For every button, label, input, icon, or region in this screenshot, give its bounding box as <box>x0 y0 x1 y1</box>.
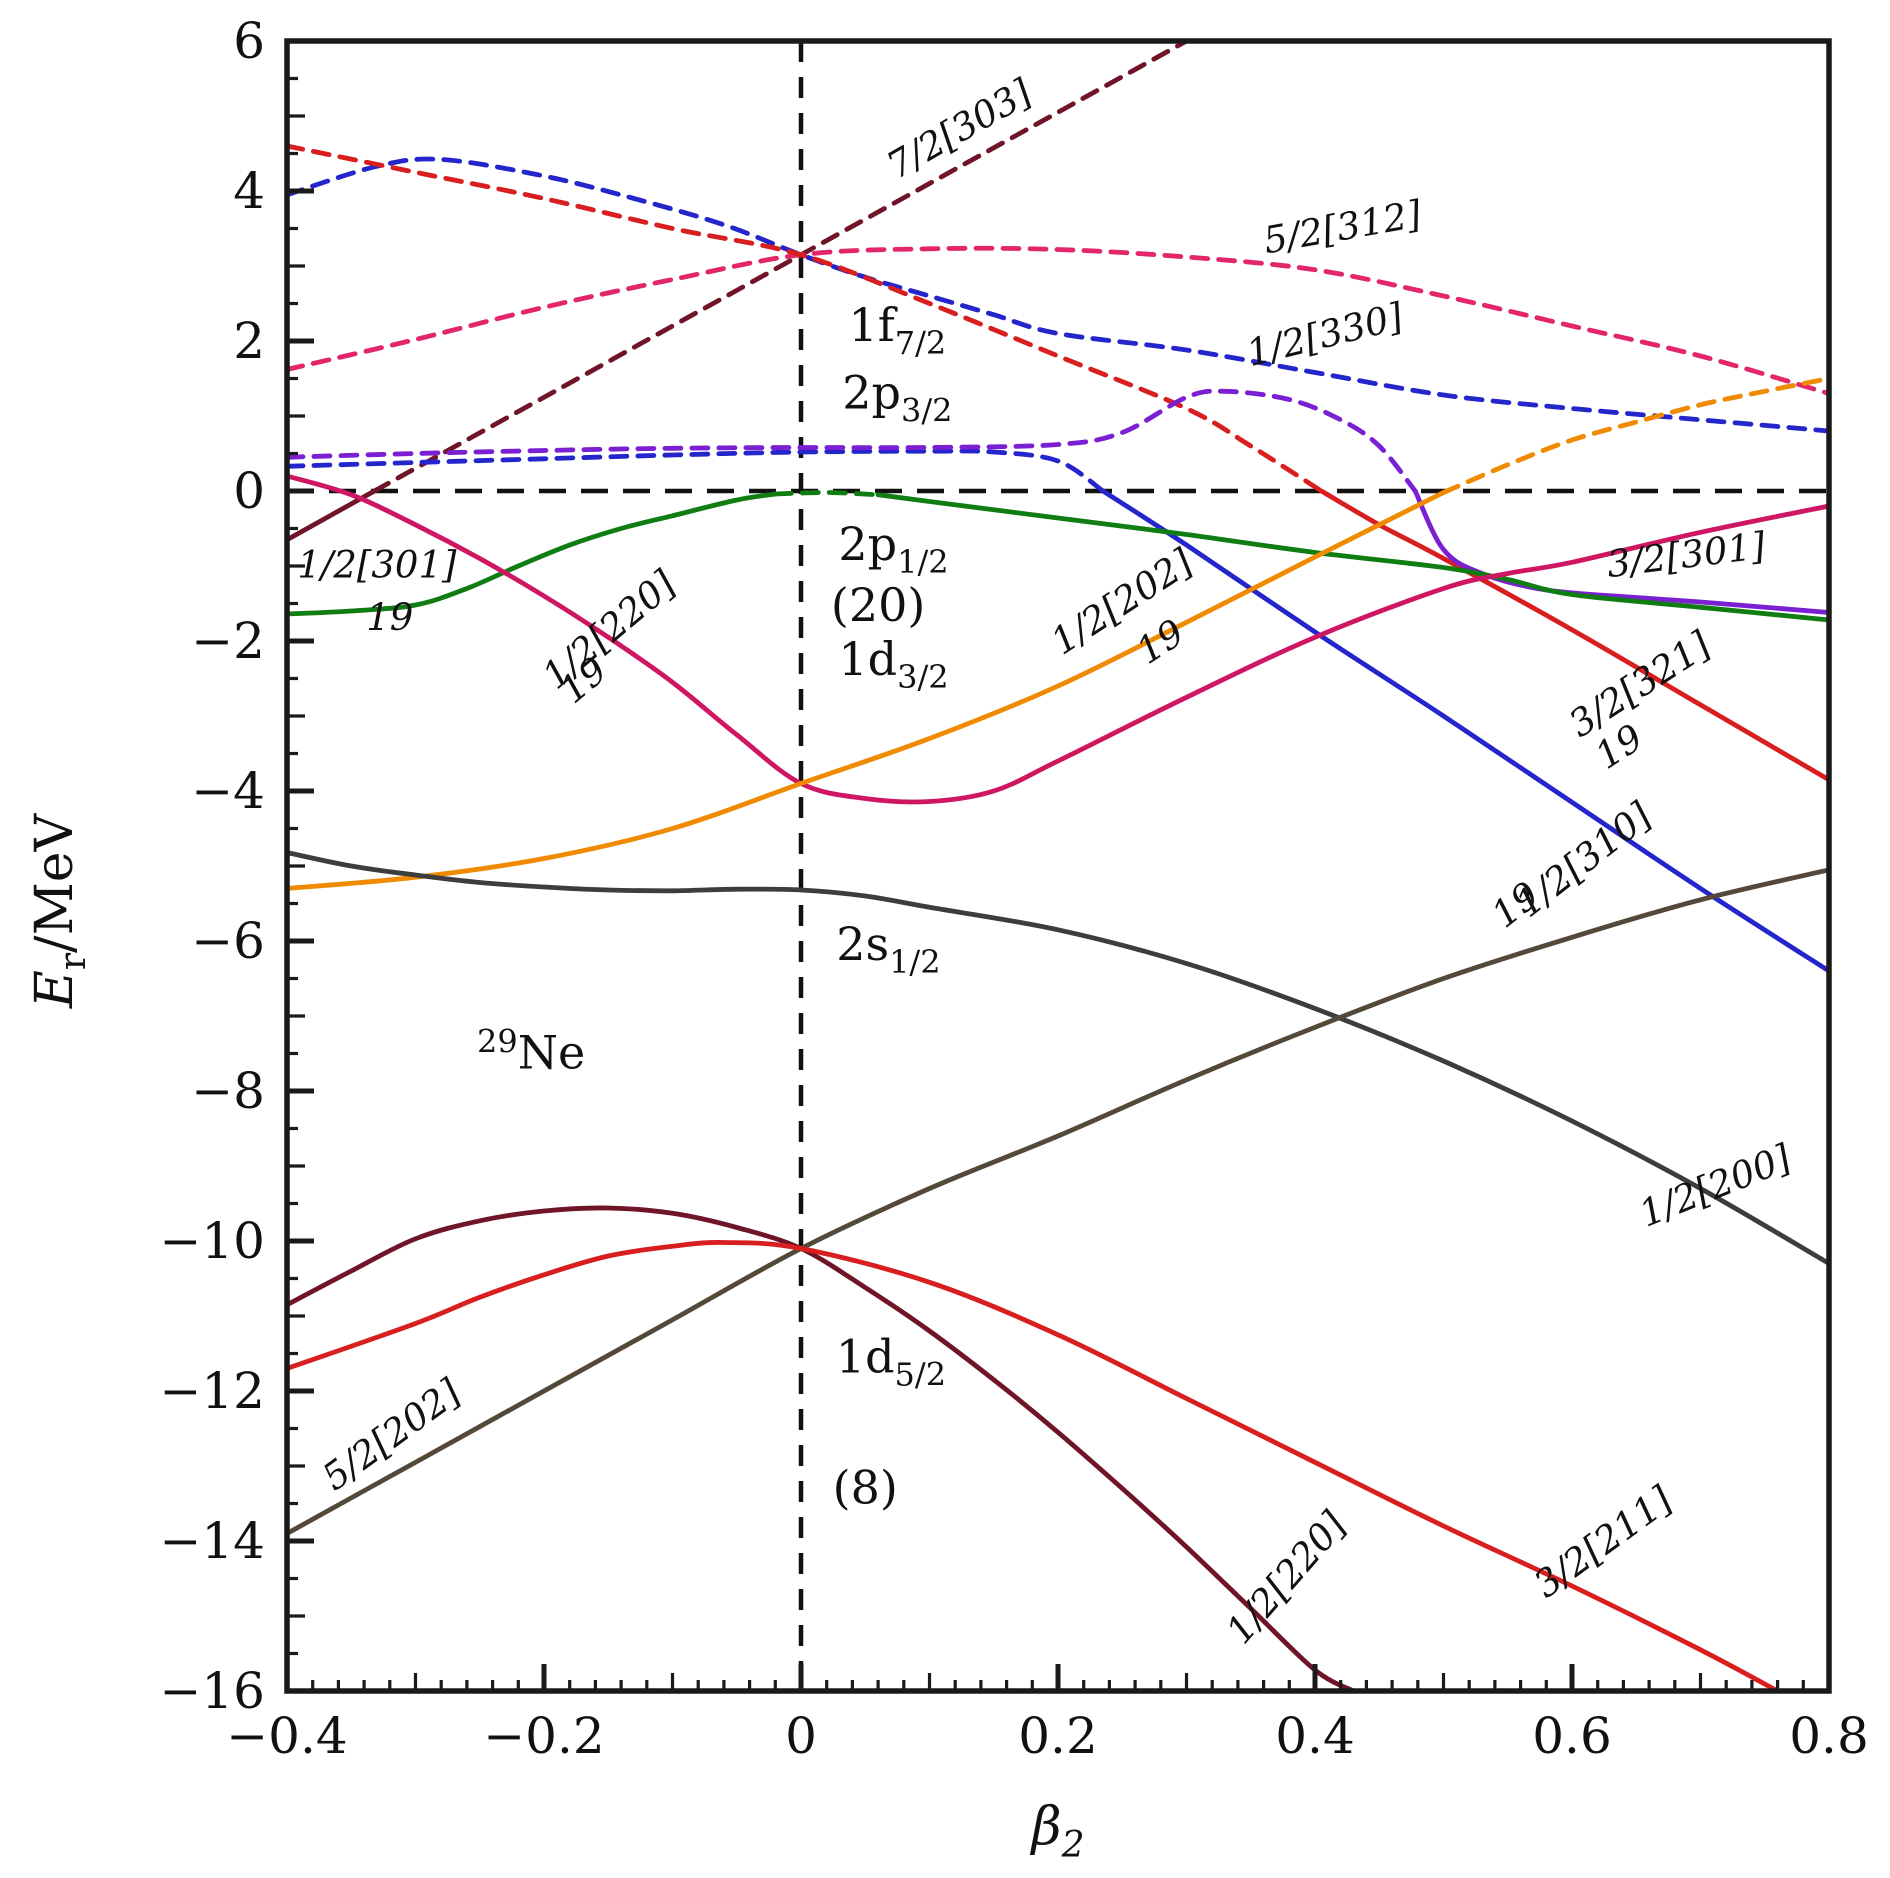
level-curves <box>287 41 1829 1691</box>
curve-label-12301: 1/2[301] <box>297 543 457 586</box>
axis-ticks <box>284 38 1832 1694</box>
curve-segment-solid <box>287 867 1829 1536</box>
curve-segment-solid <box>1100 488 1829 974</box>
annotation-2s12: 2s1/2 <box>836 917 940 981</box>
annotation-2p12: 2p1/2 <box>838 517 948 581</box>
y-tick-label: 6 <box>233 12 265 70</box>
curve-segment-solid <box>287 1205 1356 1691</box>
x-tick-label: 0 <box>785 1707 817 1765</box>
curve-12330 <box>287 156 1829 434</box>
y-tick-label: −12 <box>159 1362 265 1420</box>
curve-label-72303: 7/2[303] <box>880 71 1040 188</box>
annotation-1d32: 1d3/2 <box>838 632 948 696</box>
curve-segment-solid <box>287 850 1829 1266</box>
curve-segment-solid <box>287 473 1829 805</box>
curve-label-32301: 3/2[301] <box>1605 524 1769 586</box>
x-tick-labels: −0.4 −0.2 0 0.2 0.4 0.6 0.8 <box>226 1707 1868 1765</box>
annotation-1f72: 1f7/2 <box>848 298 946 362</box>
curve-segment-dashed <box>372 41 1189 494</box>
curve-52312 <box>287 245 1829 396</box>
curve-label-32321: 3/2[321] <box>1561 623 1718 746</box>
curve-12301 <box>287 490 1829 623</box>
curve-segment-solid <box>875 492 1829 623</box>
curve-segment-dashed <box>287 388 1418 494</box>
annotation-20: (20) <box>831 578 925 632</box>
y-tick-label: 4 <box>233 162 265 220</box>
curve-12200 <box>287 850 1829 1266</box>
x-tick-label: 0.8 <box>1789 1707 1869 1765</box>
annotation-2p32: 2p3/2 <box>842 366 952 430</box>
y-tick-label: −4 <box>191 762 265 820</box>
curve-segment-dashed <box>287 448 1106 494</box>
y-tick-label: 0 <box>233 462 265 520</box>
x-tick-label: 0.6 <box>1532 1707 1612 1765</box>
annotation-Ne: 29Ne <box>477 1023 585 1080</box>
x-tick-label: −0.4 <box>226 1707 347 1765</box>
y-axis-title: Er/MeV <box>25 812 94 1009</box>
y-tick-labels: 6 4 2 0 −2 −4 −6 −8 −10 −12 −14 −16 <box>159 12 265 1720</box>
y-tick-label: −2 <box>191 612 265 670</box>
annotation-8: (8) <box>833 1461 898 1515</box>
y-tick-label: −14 <box>159 1512 265 1570</box>
curve-segment-dashed <box>772 490 881 498</box>
x-tick-label: −0.2 <box>483 1707 604 1765</box>
annotation-1d52: 1d5/2 <box>836 1329 946 1393</box>
curve-segment-solid <box>287 1240 1780 1691</box>
curve-segment-solid <box>287 490 1446 891</box>
curve-32211 <box>287 1240 1780 1691</box>
curve-label-19: 19 <box>1129 611 1192 673</box>
curve-segment-dashed <box>287 143 1324 494</box>
y-tick-label: −10 <box>159 1212 265 1270</box>
curve-segment-dashed <box>287 245 1829 396</box>
curve-segment-dashed <box>1441 376 1829 495</box>
x-axis-title: β2 <box>1030 1797 1085 1866</box>
curve-label-52202: 5/2[202] <box>314 1370 468 1499</box>
curve-label-52312: 5/2[312] <box>1260 192 1425 262</box>
curve-label-12330: 1/2[330] <box>1242 295 1407 375</box>
curve-12202 <box>287 376 1829 891</box>
reference-lines <box>287 41 1829 1691</box>
y-tick-label: −6 <box>191 912 265 970</box>
y-tick-label: 2 <box>233 312 265 370</box>
curve-12220lower <box>287 1205 1356 1691</box>
curve-72303 <box>287 41 1189 543</box>
curve-label-19: 19 <box>366 596 413 639</box>
curve-segment-solid <box>287 491 778 617</box>
curve-12310 <box>287 448 1829 974</box>
curve-label-32211: 3/2[211] <box>1526 1478 1680 1607</box>
curve-segment-dashed <box>287 156 1829 434</box>
curve-label-12220: 1/2[220] <box>1218 1503 1355 1652</box>
curve-12220upper <box>287 473 1829 805</box>
y-tick-label: −16 <box>159 1662 265 1720</box>
y-tick-label: −8 <box>191 1062 265 1120</box>
x-tick-label: 0.2 <box>1018 1707 1098 1765</box>
x-tick-label: 0.4 <box>1275 1707 1355 1765</box>
curve-label-12200: 1/2[200] <box>1633 1136 1797 1236</box>
curve-52202 <box>287 867 1829 1536</box>
